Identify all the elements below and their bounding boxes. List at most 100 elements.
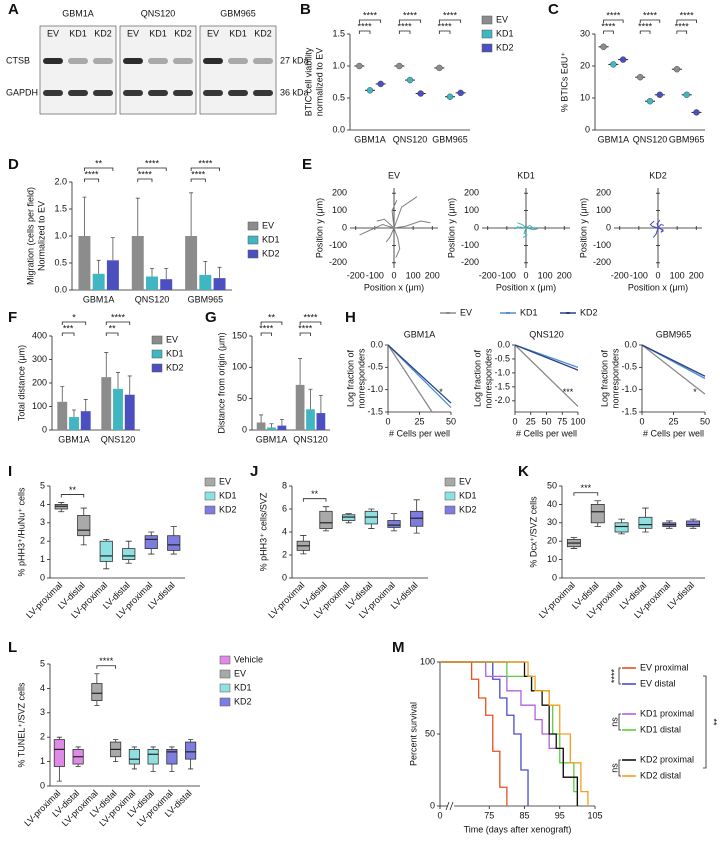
fit-line <box>514 344 579 407</box>
dot <box>406 76 414 84</box>
x-tick-label: 75 <box>484 810 494 820</box>
track <box>525 227 538 231</box>
significance-bracket <box>398 30 411 34</box>
significance-label: **** <box>606 10 621 20</box>
band <box>228 58 248 64</box>
y-tick-label: -0.5 <box>367 362 383 372</box>
y-axis-label: Position y (μm) <box>314 198 324 258</box>
y-tick-label: 0.0 <box>624 339 637 349</box>
dot <box>366 87 374 94</box>
y-tick-label: 8 <box>282 480 287 490</box>
track <box>393 220 431 229</box>
band <box>203 58 223 64</box>
error-bar <box>116 372 120 389</box>
dot <box>619 56 627 63</box>
track <box>652 227 659 238</box>
y-tick-label: -100 <box>329 240 347 250</box>
bar <box>160 279 173 290</box>
x-tick-label: 100 <box>570 416 585 426</box>
size-label: 27 kDa <box>280 55 309 65</box>
y-tick-label: 0 <box>606 222 611 232</box>
significance-label: ** <box>95 158 103 168</box>
y-tick-label: 6 <box>282 503 287 513</box>
y-tick-label: -200 <box>329 257 347 267</box>
box <box>91 683 103 702</box>
x-tick-label: 25 <box>414 416 424 426</box>
y-tick-label: 0 <box>40 572 45 582</box>
x-tick-label: 0 <box>512 416 517 426</box>
legend-label: KD1 <box>219 490 237 500</box>
y-axis-label: Position y (μm) <box>446 198 456 258</box>
error-bar <box>104 352 109 378</box>
y-tick-label: 4 <box>40 499 45 509</box>
error-bar <box>308 388 313 410</box>
y-tick-label: 0 <box>552 572 557 582</box>
subplot-title: GBM965 <box>656 329 692 339</box>
track <box>359 223 395 236</box>
dot <box>683 91 690 99</box>
box <box>638 516 653 529</box>
dot <box>637 73 644 81</box>
legend-label: KD1 <box>234 682 252 692</box>
legend-swatch <box>204 491 216 501</box>
y-tick-label: 2 <box>40 732 45 742</box>
lane-label: EV <box>207 28 219 38</box>
y-tick-label: 50 <box>425 728 435 738</box>
y-tick-label: 0 <box>40 780 45 790</box>
track <box>391 199 398 229</box>
error-bar <box>83 399 88 412</box>
significance-label: ns <box>609 717 619 727</box>
box <box>147 749 159 765</box>
y-tick-label: 200 <box>596 188 611 198</box>
x-tick-label: 25 <box>668 416 678 426</box>
bar <box>185 236 198 290</box>
y-tick-label: 200 <box>464 188 479 198</box>
band <box>173 90 193 96</box>
panel-letter: J <box>250 463 258 480</box>
track <box>385 227 395 243</box>
bar <box>316 413 326 430</box>
significance-bracket <box>358 30 371 34</box>
track <box>649 220 659 229</box>
x-tick-label: 50 <box>700 416 710 426</box>
y-axis-label: Log fraction of <box>472 349 482 407</box>
legend-swatch <box>219 669 231 679</box>
y-tick-label: 150 <box>232 330 247 340</box>
significance-bracket <box>61 332 75 336</box>
significance-label: *** <box>581 483 592 493</box>
panel-letter: B <box>300 1 311 18</box>
y-tick-label: 0 <box>585 124 590 134</box>
significance-label: **** <box>601 21 616 31</box>
legend-label: EV <box>219 476 231 486</box>
y-tick-label: 100 <box>596 205 611 215</box>
band <box>93 90 113 96</box>
y-tick-label: 0.5 <box>54 257 67 267</box>
legend-color <box>566 312 570 314</box>
significance-bracket <box>398 19 422 23</box>
y-tick-label: 100 <box>232 362 247 372</box>
dot <box>396 62 403 70</box>
bar <box>295 384 305 430</box>
significance-bracket <box>438 19 462 23</box>
blot-membrane <box>119 25 197 115</box>
survival-curve <box>440 661 529 806</box>
significance-label: **** <box>85 169 100 179</box>
x-tick-label: GBM1A <box>58 434 90 444</box>
y-tick-label: 10 <box>580 92 590 102</box>
significance-label: ** <box>311 489 319 499</box>
track <box>657 223 664 229</box>
x-tick-label: 200 <box>425 270 440 280</box>
error-bar <box>217 266 222 279</box>
legend-label: EV <box>262 220 274 230</box>
subplot-title: EV <box>388 170 400 180</box>
x-tick-label: 0 <box>639 416 644 426</box>
error-bar <box>72 409 76 418</box>
significance-label: **** <box>298 323 313 333</box>
legend-label: KD2 <box>580 307 598 317</box>
box <box>166 749 178 765</box>
bar <box>213 278 226 290</box>
y-tick-label: 0 <box>430 800 435 810</box>
box <box>614 522 629 533</box>
